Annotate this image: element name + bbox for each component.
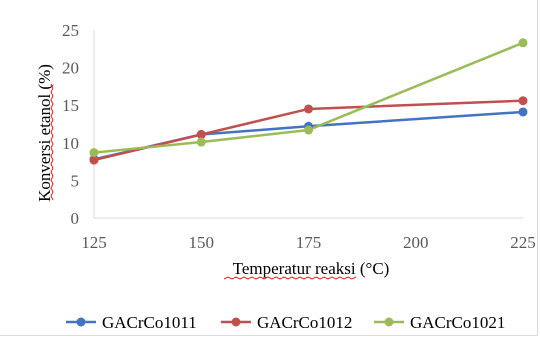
x-tick-label: 150	[189, 233, 215, 252]
series-lines	[93, 41, 524, 162]
y-tick-label: 20	[62, 59, 79, 78]
x-tick-labels: 125 150 175 200 225	[81, 233, 536, 252]
legend-label-GACrCo1012: GACrCo1012	[257, 313, 352, 332]
series-points	[89, 38, 528, 165]
y-tick-label: 10	[62, 134, 79, 153]
data-point-GACrCo1012	[196, 130, 206, 140]
axes	[93, 30, 523, 219]
y-tick-label: 25	[62, 21, 79, 40]
y-tick-label: 5	[71, 171, 80, 190]
legend-label-GACrCo1021: GACrCo1021	[410, 313, 505, 332]
x-axis-title: Temperatur reaksi (°C)	[233, 259, 390, 278]
y-axis-title: Konversi etanol (%)	[35, 64, 54, 202]
legend-label-GACrCo1011: GACrCo1011	[102, 313, 197, 332]
x-tick-label: 125	[81, 233, 107, 252]
series-line-GACrCo1011	[93, 110, 524, 161]
y-tick-label: 15	[62, 96, 79, 115]
data-point-GACrCo1021	[196, 137, 206, 147]
data-point-GACrCo1012	[518, 96, 528, 106]
y-tick-label: 0	[71, 209, 80, 228]
data-point-GACrCo1021	[304, 125, 313, 135]
x-tick-label: 225	[510, 233, 536, 252]
series-line-GACrCo1021	[93, 41, 524, 154]
legend: GACrCo1011 GACrCo1012 GACrCo1021	[66, 313, 505, 332]
legend-marker-GACrCo1021	[384, 317, 394, 327]
data-point-GACrCo1011	[518, 107, 528, 117]
y-axis-title-spellcheck-underline	[50, 83, 54, 201]
x-tick-label: 175	[296, 233, 322, 252]
data-point-GACrCo1012	[304, 104, 313, 114]
data-point-GACrCo1012	[89, 155, 99, 165]
legend-marker-GACrCo1011	[76, 317, 86, 327]
x-tick-label: 200	[403, 233, 429, 252]
x-axis-title-spellcheck-underline	[223, 276, 357, 280]
y-tick-labels: 0 5 10 15 20 25	[62, 21, 79, 228]
data-point-GACrCo1021	[518, 38, 528, 48]
data-point-GACrCo1021	[89, 148, 99, 158]
legend-marker-GACrCo1012	[231, 317, 241, 327]
